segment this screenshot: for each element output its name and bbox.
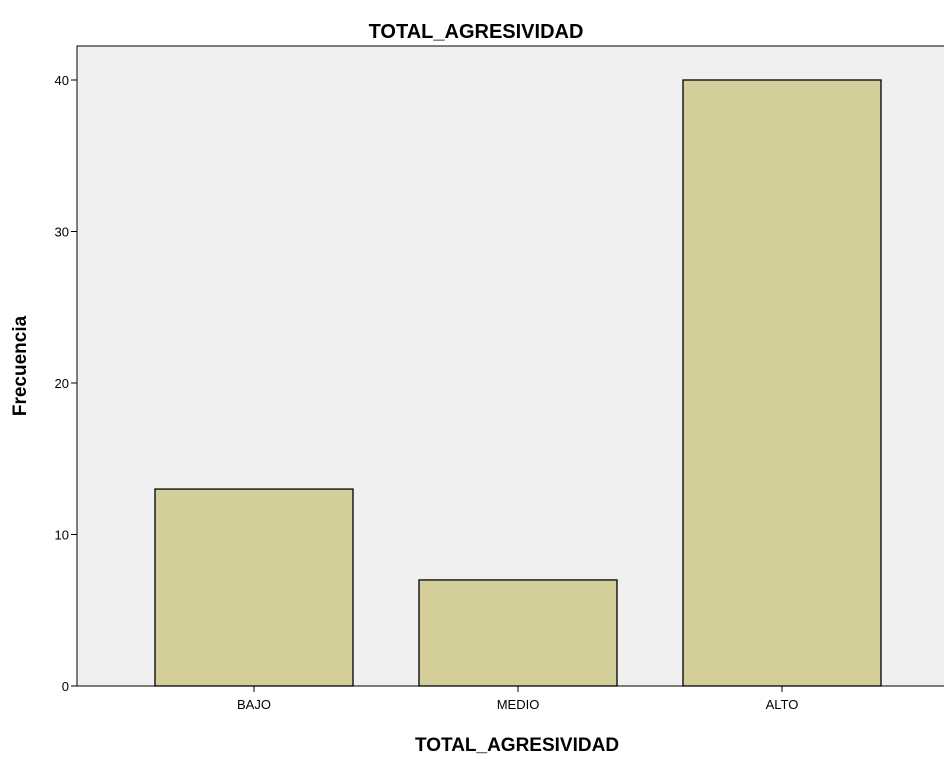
x-axis-title: TOTAL_AGRESIVIDAD bbox=[415, 735, 619, 756]
y-tick-label: 30 bbox=[55, 225, 69, 240]
x-tick-label-alto: ALTO bbox=[766, 697, 799, 712]
y-tick-label: 0 bbox=[62, 679, 69, 694]
bars bbox=[154, 79, 882, 687]
bar-medio bbox=[418, 579, 618, 687]
y-tick-label: 10 bbox=[55, 528, 69, 543]
x-tick-label-bajo: BAJO bbox=[237, 697, 271, 712]
y-axis: 0 10 20 30 40 bbox=[55, 73, 77, 694]
y-tick-label: 40 bbox=[55, 73, 69, 88]
chart-title: TOTAL_AGRESIVIDAD bbox=[369, 21, 584, 43]
bar-bajo bbox=[154, 488, 354, 687]
x-tick-label-medio: MEDIO bbox=[497, 697, 540, 712]
y-tick-label: 20 bbox=[55, 376, 69, 391]
x-axis: BAJO MEDIO ALTO bbox=[237, 686, 798, 712]
y-axis-title: Frecuencia bbox=[10, 315, 31, 416]
bar-alto bbox=[682, 79, 882, 687]
